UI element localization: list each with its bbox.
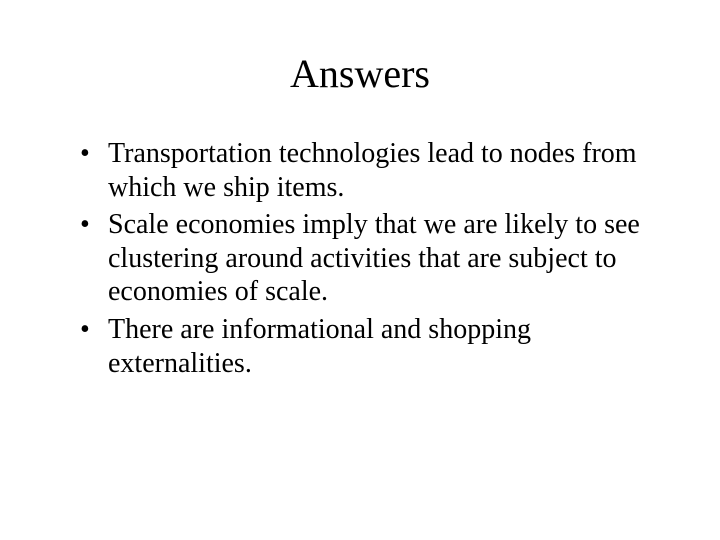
slide-title: Answers — [50, 50, 670, 97]
slide: Answers Transportation technologies lead… — [0, 0, 720, 540]
list-item: Scale economies imply that we are likely… — [80, 208, 660, 309]
bullet-list: Transportation technologies lead to node… — [50, 137, 670, 380]
list-item: There are informational and shopping ext… — [80, 313, 660, 380]
list-item: Transportation technologies lead to node… — [80, 137, 660, 204]
